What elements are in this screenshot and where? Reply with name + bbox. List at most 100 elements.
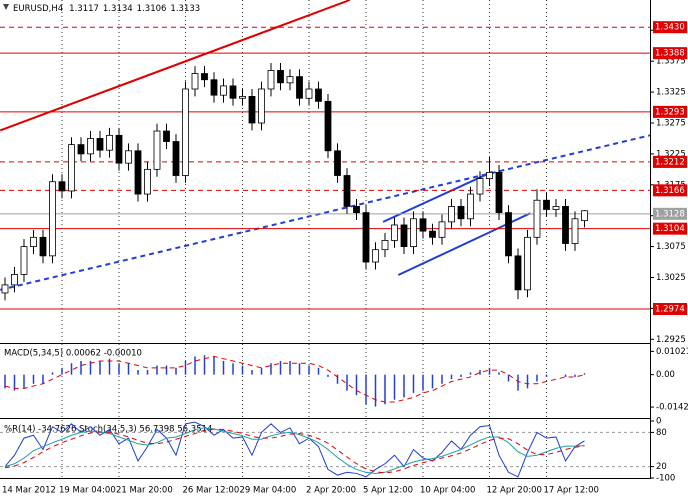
x-tick-label: 12 Apr 20:00 — [487, 486, 542, 496]
level-label: 1.3104 — [655, 224, 685, 234]
x-tick-label: 10 Apr 04:00 — [420, 486, 475, 496]
last-low: 1.3106 — [137, 4, 167, 14]
candle-body — [476, 178, 484, 195]
y-tick-label: 80 — [656, 428, 667, 438]
candle-body — [334, 150, 341, 176]
y-tick-label: -0.01421 — [656, 403, 688, 413]
candle-body — [486, 172, 493, 180]
x-tick-label: 19 Mar 04:00 — [59, 486, 116, 496]
trendline — [0, 134, 650, 291]
candle-body — [153, 130, 161, 170]
candle-body — [134, 150, 142, 195]
candle-body — [296, 76, 303, 99]
level-label: 1.2974 — [655, 305, 685, 315]
candle-body — [543, 199, 550, 210]
candle-body — [315, 88, 322, 102]
candle-body — [524, 236, 531, 291]
series-line — [4, 421, 585, 478]
candle-body — [172, 141, 180, 176]
trendline — [0, 0, 351, 132]
candle-body — [552, 206, 560, 210]
candle-body — [201, 73, 208, 81]
level-label: 1.3388 — [655, 49, 685, 59]
candle-body — [144, 168, 151, 195]
candle-body — [505, 212, 512, 257]
candle-body — [410, 218, 417, 247]
candle-body — [467, 193, 474, 220]
header: EURUSD,H4 1.3117 1.3134 1.3106 1.3133 — [13, 4, 200, 14]
symbol-icon — [3, 4, 9, 10]
x-tick-label: 17 Apr 12:00 — [544, 486, 599, 496]
candle-body — [239, 96, 246, 99]
last-high: 1.3134 — [103, 4, 133, 14]
candle-body — [286, 76, 294, 84]
candle-body — [562, 206, 569, 244]
x-tick-label: 21 Mar 20:00 — [116, 486, 173, 496]
candle-body — [87, 138, 94, 155]
candle-body — [429, 230, 436, 238]
level-label-box — [653, 105, 687, 118]
candle-body — [419, 218, 427, 232]
candle-body — [49, 181, 56, 257]
y-tick-label: -100 — [656, 474, 675, 484]
y-tick-label: 1.3225 — [656, 149, 686, 159]
candle-body — [362, 212, 370, 263]
y-tick-label: 1.3025 — [656, 273, 686, 283]
level-label-box — [653, 222, 687, 235]
x-tick-label: 2 Apr 20:00 — [306, 486, 356, 496]
y-tick-label: 1.3075 — [656, 242, 686, 252]
candle-body — [210, 79, 218, 96]
candle-body — [400, 224, 408, 247]
candle-body — [381, 240, 389, 251]
candle-body — [438, 221, 446, 238]
candle-body — [581, 210, 588, 222]
x-tick-label: 26 Mar 12:00 — [183, 486, 240, 496]
candle-body — [182, 88, 189, 176]
candle-body — [305, 88, 313, 99]
last-open: 1.3117 — [69, 4, 99, 14]
y-tick-label: 0.00 — [656, 370, 675, 380]
candle-body — [448, 206, 455, 223]
candle-body — [58, 181, 66, 192]
candle-body — [248, 96, 256, 124]
level-label: 1.3128 — [655, 209, 685, 219]
candle-body — [514, 255, 522, 291]
candle-body — [533, 199, 541, 238]
candle-body — [229, 85, 237, 99]
level-label-box — [653, 21, 687, 34]
candle-body — [11, 273, 18, 286]
series-line — [4, 355, 585, 403]
candle-body — [391, 224, 398, 241]
series-line — [4, 428, 585, 474]
candle-body — [39, 236, 47, 257]
candle-body — [267, 70, 275, 90]
level-label-box — [653, 47, 687, 60]
candle-body — [220, 85, 227, 96]
candle-body — [30, 236, 37, 247]
candle-body — [125, 150, 132, 164]
y-tick-label: 0.01021 — [656, 347, 688, 357]
candle-body — [324, 100, 332, 152]
candle-body — [343, 175, 351, 207]
y-tick-label: 0 — [656, 417, 661, 427]
candle-body — [353, 206, 360, 213]
level-label-box — [653, 184, 687, 197]
candle-body — [20, 246, 28, 275]
candle-body — [115, 134, 123, 164]
y-tick-label: 1.3275 — [656, 118, 686, 128]
level-label-box — [653, 207, 687, 220]
x-tick-label: 5 Apr 12:00 — [363, 486, 413, 496]
candle-body — [372, 249, 379, 263]
series-line — [4, 427, 585, 474]
candle-body — [163, 130, 170, 142]
level-label: 1.3166 — [655, 186, 685, 196]
candle-body — [457, 206, 465, 220]
candle-body — [106, 134, 113, 151]
y-tick-label: 20 — [656, 462, 667, 472]
y-tick-label: 1.2925 — [656, 335, 686, 345]
candle-body — [1, 284, 9, 294]
x-tick-label: 29 Mar 04:00 — [240, 486, 297, 496]
y-tick-label: 1.3325 — [656, 88, 686, 98]
